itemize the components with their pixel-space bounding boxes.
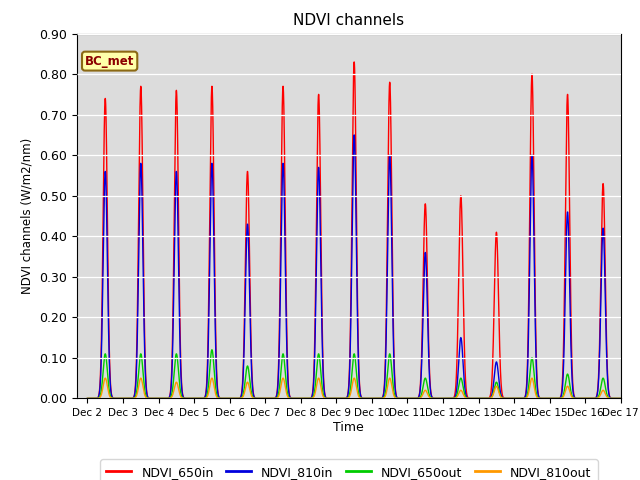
NDVI_810out [84,396,92,401]
NDVI_810in [615,396,623,401]
Legend: NDVI_650in, NDVI_810in, NDVI_650out, NDVI_810out: NDVI_650in, NDVI_810in, NDVI_650out, NDV… [100,459,598,480]
NDVI_650in [284,344,291,350]
NDVI_650in [617,396,625,401]
NDVI_650in [192,396,200,401]
NDVI_810in [475,396,483,401]
NDVI_810out [617,396,625,401]
NDVI_810in [198,396,205,401]
NDVI_810in [284,357,291,362]
X-axis label: Time: Time [333,421,364,434]
NDVI_810out [198,396,205,401]
NDVI_810out [101,375,109,381]
NDVI_650out [615,396,623,401]
NDVI_650out [192,396,200,401]
NDVI_650out [208,347,216,353]
NDVI_810out [428,396,435,401]
Line: NDVI_650out: NDVI_650out [88,350,621,398]
NDVI_650out [504,396,511,401]
NDVI_810out [615,396,623,401]
NDVI_650in [350,59,358,65]
NDVI_650out [617,396,625,401]
NDVI_650in [84,396,92,401]
Line: NDVI_810out: NDVI_810out [88,378,621,398]
NDVI_810in [84,396,92,401]
Line: NDVI_650in: NDVI_650in [88,62,621,398]
NDVI_810out [504,396,511,401]
NDVI_650in [428,393,435,399]
NDVI_810in [350,132,358,138]
NDVI_810in [428,394,435,399]
Text: BC_met: BC_met [85,55,134,68]
NDVI_650in [615,396,623,401]
NDVI_810in [504,396,511,401]
NDVI_810out [284,392,291,398]
NDVI_650in [504,396,511,401]
Line: NDVI_810in: NDVI_810in [88,135,621,398]
NDVI_650out [198,396,205,401]
Y-axis label: NDVI channels (W/m2/nm): NDVI channels (W/m2/nm) [20,138,33,294]
NDVI_810in [192,396,200,401]
NDVI_810in [617,396,625,401]
NDVI_650out [84,396,92,401]
NDVI_810out [192,396,200,401]
NDVI_650out [428,395,435,401]
NDVI_650out [284,389,291,395]
Title: NDVI channels: NDVI channels [293,13,404,28]
NDVI_650in [198,396,205,401]
